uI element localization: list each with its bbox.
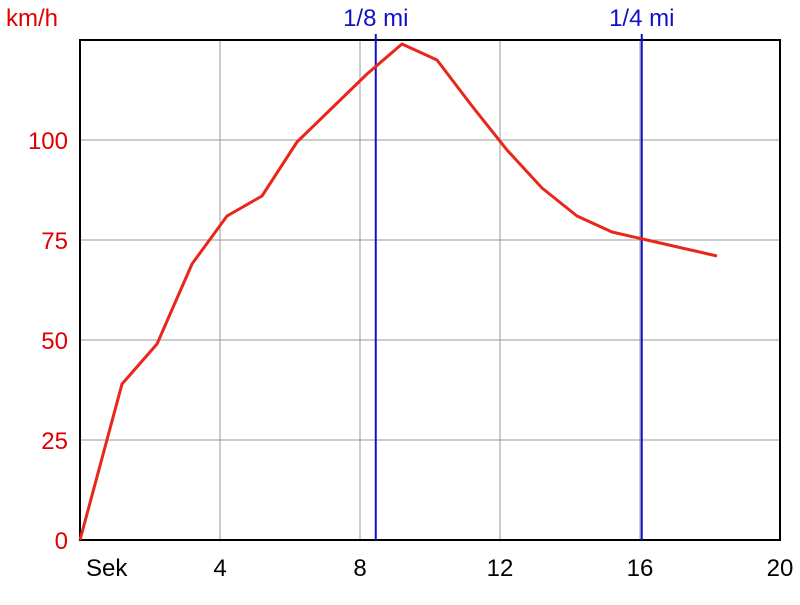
x-tick-label: 12 — [487, 555, 514, 582]
x-tick-label: 16 — [627, 555, 654, 582]
marker-label: 1/4 mi — [609, 5, 674, 32]
data-line — [78, 42, 718, 541]
y-tick-label: 25 — [41, 428, 68, 455]
y-axis-label: km/h — [6, 5, 58, 32]
x-tick-label: 20 — [767, 555, 794, 582]
y-tick-label: 50 — [41, 328, 68, 355]
x-tick-label: 4 — [213, 555, 226, 582]
y-tick-label: 100 — [28, 128, 68, 155]
marker-label: 1/8 mi — [343, 5, 408, 32]
y-tick-label: 75 — [41, 228, 68, 255]
x-tick-label: 8 — [353, 555, 366, 582]
y-tick-label: 0 — [55, 528, 68, 555]
x-axis-label: Sek — [86, 555, 128, 582]
plot-frame — [79, 39, 781, 541]
